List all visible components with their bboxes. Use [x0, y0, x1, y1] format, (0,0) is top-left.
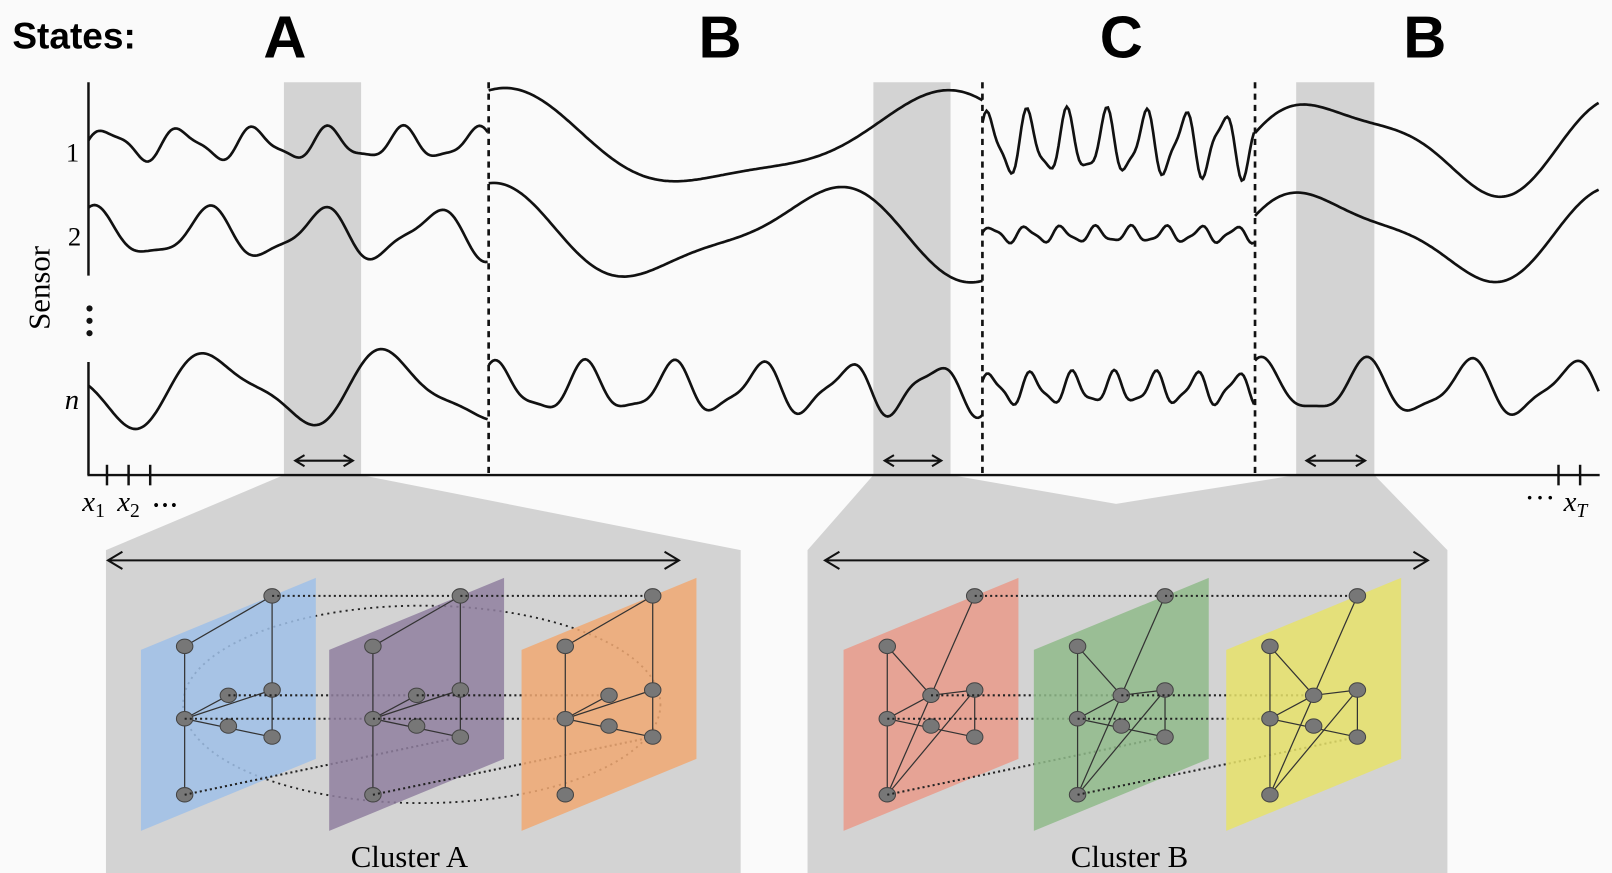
graph-node — [1262, 639, 1278, 653]
window-band — [1296, 82, 1374, 475]
state-label: A — [263, 4, 306, 71]
x-sub: 2 — [130, 501, 140, 522]
cluster-label: Cluster A — [351, 840, 469, 873]
graph-node — [644, 730, 660, 744]
graph-node — [644, 589, 660, 603]
graph-node — [452, 730, 468, 744]
state-label: B — [1403, 4, 1446, 71]
graph-node — [601, 688, 617, 702]
x-base: x — [116, 486, 130, 518]
graph-node — [966, 730, 982, 744]
graph-node — [1113, 719, 1129, 733]
graph-node — [1305, 719, 1321, 733]
graph-node — [1262, 712, 1278, 726]
graph-node — [923, 719, 939, 733]
graph-node — [557, 639, 573, 653]
graph-node — [1157, 730, 1173, 744]
x-sub: 1 — [95, 501, 105, 522]
graph-node — [408, 719, 424, 733]
graph-node — [365, 639, 381, 653]
graph-node — [1349, 683, 1365, 697]
graph-node — [644, 683, 660, 697]
graph-node — [176, 639, 192, 653]
graph-node — [220, 719, 236, 733]
page: States: A B C B Sensor 1 2 n x1 x2 ••• ·… — [0, 0, 1612, 873]
graph-node — [1069, 639, 1085, 653]
graph-node — [1262, 788, 1278, 802]
graph-node — [557, 712, 573, 726]
graph-node — [557, 788, 573, 802]
vertical-ellipsis — [86, 305, 92, 336]
state-label: B — [699, 4, 742, 71]
y-axis-label: Sensor — [22, 246, 56, 330]
dot — [86, 318, 92, 324]
sensor-label: n — [65, 384, 79, 416]
graph-node — [1305, 688, 1321, 702]
states-title: States: — [12, 14, 135, 56]
sensor-label: 2 — [68, 222, 81, 252]
graph-node — [879, 639, 895, 653]
graph-node — [1349, 589, 1365, 603]
figure: States: A B C B Sensor 1 2 n x1 x2 ••• ·… — [0, 0, 1612, 873]
dot — [86, 330, 92, 336]
state-label: C — [1100, 4, 1143, 71]
x-ellipsis: ••• — [153, 496, 180, 515]
x-base: x — [1563, 486, 1577, 518]
graph-node — [601, 719, 617, 733]
x-base: x — [81, 486, 95, 518]
sensor-label: 1 — [66, 137, 79, 167]
dot — [86, 305, 92, 311]
cluster-label: Cluster B — [1071, 840, 1188, 873]
graph-node — [1349, 730, 1365, 744]
graph-node — [264, 730, 280, 744]
x-ellipsis: ··· — [1525, 481, 1556, 515]
